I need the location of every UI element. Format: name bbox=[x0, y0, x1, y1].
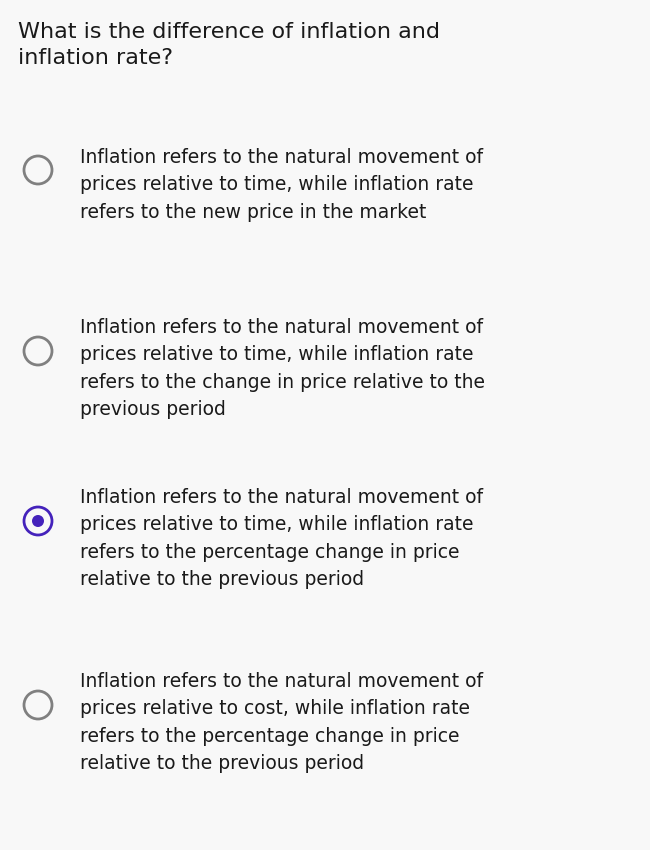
Circle shape bbox=[24, 691, 52, 719]
Text: Inflation refers to the natural movement of
prices relative to time, while infla: Inflation refers to the natural movement… bbox=[80, 488, 483, 589]
Text: Inflation refers to the natural movement of
prices relative to time, while infla: Inflation refers to the natural movement… bbox=[80, 148, 483, 222]
Text: Inflation refers to the natural movement of
prices relative to time, while infla: Inflation refers to the natural movement… bbox=[80, 318, 485, 419]
Circle shape bbox=[32, 515, 44, 527]
Circle shape bbox=[24, 337, 52, 365]
Circle shape bbox=[24, 507, 52, 535]
Text: Inflation refers to the natural movement of
prices relative to cost, while infla: Inflation refers to the natural movement… bbox=[80, 672, 483, 773]
Circle shape bbox=[24, 156, 52, 184]
Text: What is the difference of inflation and
inflation rate?: What is the difference of inflation and … bbox=[18, 22, 440, 68]
